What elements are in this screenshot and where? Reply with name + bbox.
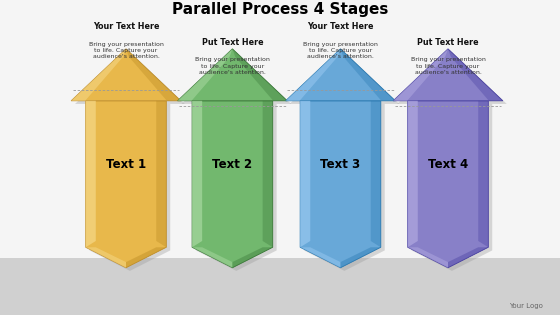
Text: Your Text Here: Your Text Here <box>307 22 374 31</box>
Text: Text 4: Text 4 <box>428 158 468 171</box>
Polygon shape <box>448 49 503 101</box>
Polygon shape <box>192 101 202 247</box>
Text: Put Text Here: Put Text Here <box>202 38 263 47</box>
Polygon shape <box>340 247 381 268</box>
Polygon shape <box>86 101 96 247</box>
Text: Text 1: Text 1 <box>106 158 146 171</box>
Polygon shape <box>286 49 395 101</box>
Polygon shape <box>126 247 166 268</box>
Text: Bring your presentation
to life. Capture your
audience's attention.: Bring your presentation to life. Capture… <box>303 42 378 59</box>
Polygon shape <box>478 101 488 247</box>
Polygon shape <box>232 49 287 101</box>
Polygon shape <box>393 49 448 101</box>
Polygon shape <box>71 49 126 101</box>
Polygon shape <box>371 101 381 247</box>
Text: Bring your presentation
to life. Capture your
audience's attention.: Bring your presentation to life. Capture… <box>88 42 164 59</box>
Bar <box>0 258 560 315</box>
Polygon shape <box>448 247 488 268</box>
Text: Parallel Process 4 Stages: Parallel Process 4 Stages <box>172 2 388 17</box>
Polygon shape <box>286 49 340 101</box>
Polygon shape <box>300 247 340 268</box>
Polygon shape <box>178 49 287 101</box>
Polygon shape <box>126 49 181 101</box>
Text: Your Text Here: Your Text Here <box>93 22 159 31</box>
Text: Text 2: Text 2 <box>212 158 253 171</box>
Polygon shape <box>408 101 418 247</box>
Polygon shape <box>86 101 166 268</box>
Text: Text 3: Text 3 <box>320 158 361 171</box>
Polygon shape <box>290 52 399 271</box>
Polygon shape <box>408 247 448 268</box>
Polygon shape <box>397 52 507 271</box>
Polygon shape <box>408 101 488 268</box>
Text: Bring your presentation
to life. Capture your
audience's attention.: Bring your presentation to life. Capture… <box>410 57 486 75</box>
Text: Put Text Here: Put Text Here <box>417 38 479 47</box>
Polygon shape <box>178 49 232 101</box>
Polygon shape <box>340 49 395 101</box>
Polygon shape <box>71 49 181 101</box>
Text: Your Logo: Your Logo <box>510 303 543 309</box>
Polygon shape <box>181 52 291 271</box>
Polygon shape <box>393 49 503 101</box>
Polygon shape <box>192 247 232 268</box>
Polygon shape <box>263 101 273 247</box>
Polygon shape <box>300 101 310 247</box>
Polygon shape <box>300 101 381 268</box>
Text: Bring your presentation
to life. Capture your
audience's attention.: Bring your presentation to life. Capture… <box>195 57 270 75</box>
Polygon shape <box>192 101 273 268</box>
Polygon shape <box>156 101 166 247</box>
Polygon shape <box>86 247 126 268</box>
Polygon shape <box>232 247 273 268</box>
Polygon shape <box>75 52 185 271</box>
